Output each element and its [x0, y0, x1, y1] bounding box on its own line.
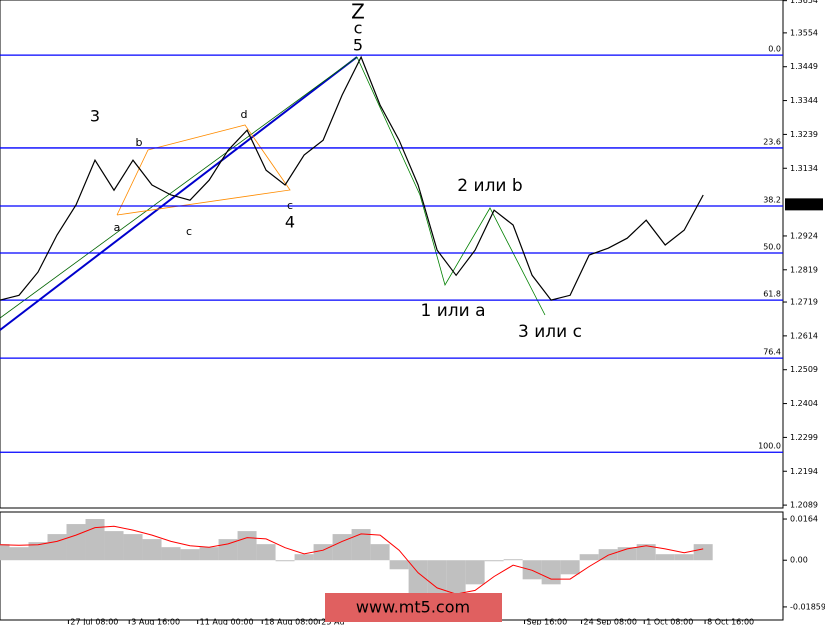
y-tick-label: 0.0164	[790, 515, 818, 524]
histogram-bar	[0, 544, 10, 561]
wave-label: 3	[90, 107, 100, 126]
x-tick-label: 8 Oct 16:00	[707, 618, 754, 625]
x-tick-label: 24 Sep 08:00	[584, 618, 637, 625]
histogram-bar	[275, 560, 295, 562]
histogram-bar	[636, 544, 656, 561]
y-tick-label: 1.3654	[790, 0, 818, 5]
histogram-bar	[484, 560, 504, 562]
y-tick-label: 1.2299	[790, 433, 818, 442]
fib-level-label: 0.0	[768, 45, 781, 54]
histogram-bar	[389, 560, 409, 570]
fib-level-label: 50.0	[763, 243, 781, 252]
wave-label: 4	[285, 213, 295, 232]
y-tick-label: 1.3449	[790, 62, 818, 71]
wave-label: d	[241, 108, 248, 121]
histogram-bar	[503, 559, 523, 561]
wave-label: c	[287, 199, 293, 212]
histogram-bar	[123, 534, 143, 561]
y-tick-label: 1.3134	[790, 164, 818, 173]
fib-level-label: 100.0	[758, 442, 781, 451]
histogram-bar	[104, 531, 124, 561]
histogram-bar	[522, 560, 542, 580]
x-tick-label: 27 Jul 08:00	[70, 618, 118, 625]
wave-path	[356, 56, 546, 316]
wave-label: a	[114, 221, 121, 234]
wave-label: 2 или b	[457, 176, 522, 196]
fib-level-label: 61.8	[763, 290, 781, 299]
histogram-bar	[66, 524, 86, 561]
histogram-bar	[579, 554, 599, 561]
histogram-bar	[560, 560, 580, 575]
histogram-bar	[161, 547, 181, 561]
histogram-bar	[674, 554, 694, 561]
histogram-bar	[142, 539, 162, 561]
last-price-label: 1.3022	[789, 200, 817, 209]
histogram-bar	[28, 542, 48, 561]
fib-level-label: 38.2	[763, 195, 781, 204]
histogram-bar	[351, 529, 371, 561]
histogram-bar	[408, 560, 428, 595]
x-tick-label: 11 Aug 00:00	[200, 618, 254, 625]
histogram-bar	[541, 560, 561, 585]
histogram-bar	[294, 554, 314, 561]
histogram-bar	[313, 544, 333, 561]
histogram-bar	[9, 547, 29, 561]
wave-label: c	[186, 225, 192, 238]
trend-line	[0, 56, 358, 319]
wave-label: Z	[351, 0, 365, 24]
wave-label: 1 или a	[420, 301, 485, 321]
y-tick-label: 1.3344	[790, 96, 818, 105]
x-tick-label: 18 Aug 08:00	[264, 618, 318, 625]
y-tick-label: 1.3239	[790, 130, 818, 139]
y-tick-label: -0.01859	[790, 602, 825, 611]
histogram-bar	[693, 544, 713, 561]
fib-level-label: 23.6	[763, 137, 781, 146]
y-tick-label: 1.2614	[790, 331, 818, 340]
last-price-box	[785, 198, 823, 211]
x-tick-label: Sep 16:00	[527, 618, 568, 625]
trend-line	[0, 56, 358, 331]
y-tick-label: 1.2819	[790, 265, 818, 274]
price-frame	[0, 0, 784, 509]
wave-outline	[116, 124, 291, 216]
histogram-bar	[370, 544, 390, 561]
y-tick-label: 1.2404	[790, 399, 818, 408]
y-tick-label: 1.2194	[790, 467, 818, 476]
x-tick-label: 1 Oct 08:00	[646, 618, 693, 625]
wave-label: 3 или c	[518, 322, 582, 342]
histogram-bar	[446, 560, 466, 595]
histogram-bar	[218, 539, 238, 561]
x-tick-label: 3 Aug 16:00	[131, 618, 180, 625]
histogram-bar	[237, 531, 257, 561]
wave-label: 5	[353, 36, 363, 55]
y-tick-label: 1.2719	[790, 298, 818, 307]
y-tick-label: 1.3554	[790, 28, 818, 37]
histogram-bar	[655, 554, 675, 561]
histogram-bar	[199, 547, 219, 561]
watermark-box	[325, 593, 502, 622]
histogram-bar	[85, 519, 105, 561]
wave-label: b	[136, 136, 143, 149]
histogram-bar	[180, 549, 200, 561]
histogram-bar	[47, 534, 67, 561]
histogram-bar	[256, 544, 276, 561]
y-tick-label: 0.00	[790, 556, 808, 565]
y-tick-label: 1.2509	[790, 365, 818, 374]
y-tick-label: 1.2089	[790, 501, 818, 510]
fib-level-label: 76.4	[763, 348, 781, 357]
watermark: www.mt5.com	[356, 598, 470, 617]
histogram-bar	[427, 560, 447, 595]
y-tick-label: 1.2924	[790, 231, 818, 240]
histogram-bar	[332, 534, 352, 561]
wave-label: c	[354, 19, 363, 38]
series-line	[0, 55, 704, 301]
histogram-bar	[465, 560, 485, 585]
series-line	[0, 525, 704, 595]
